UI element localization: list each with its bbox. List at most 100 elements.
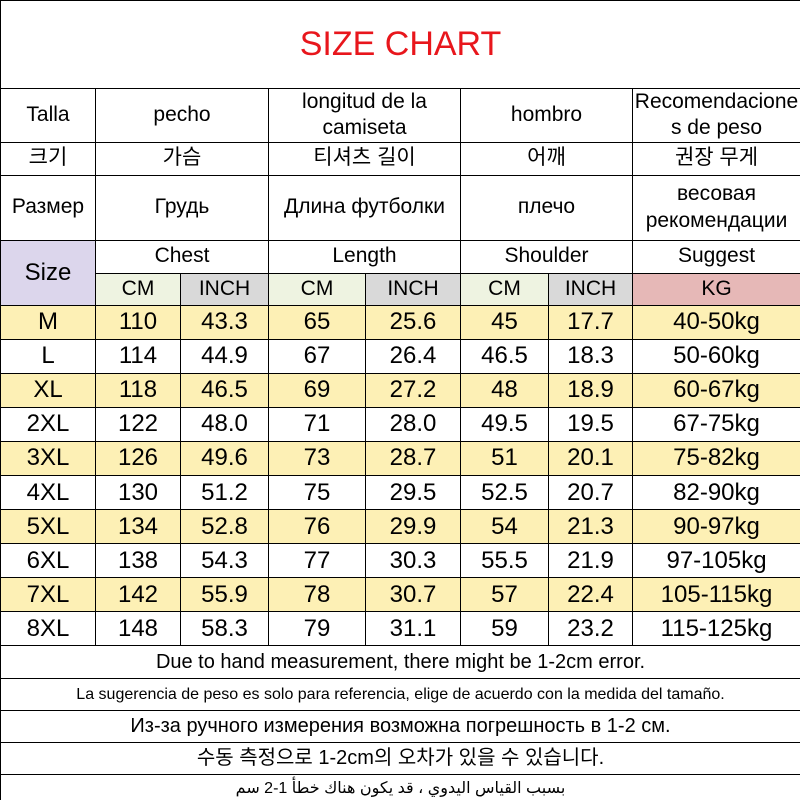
value-cell: 134	[95, 509, 181, 545]
value-cell: 55.5	[460, 543, 549, 579]
value-cell: 30.3	[365, 543, 461, 579]
value-cell: 75-82kg	[631, 440, 800, 476]
value-cell: 54	[460, 509, 549, 545]
value-cell: 114	[95, 338, 181, 374]
group-header: Suggest	[631, 239, 800, 274]
size-cell: 3XL	[0, 440, 96, 476]
value-cell: 73	[268, 440, 366, 476]
header-cell: Recomendaciones de peso	[631, 88, 800, 143]
unit-header: INCH	[180, 272, 269, 306]
table-row: 7XL 142 55.9 78 30.7 57 22.4 105-115kg	[0, 577, 800, 613]
note: 수동 측정으로 1-2cm의 오차가 있을 수 있습니다.	[0, 742, 800, 776]
value-cell: 48.0	[180, 406, 269, 442]
value-cell: 28.0	[365, 406, 461, 442]
value-cell: 25.6	[365, 304, 461, 340]
value-cell: 18.3	[548, 338, 633, 374]
value-cell: 59	[460, 611, 549, 647]
value-cell: 90-97kg	[631, 509, 800, 545]
header-cell: 티셔츠 길이	[268, 141, 461, 176]
value-cell: 58.3	[180, 611, 269, 647]
value-cell: 118	[95, 372, 181, 408]
value-cell: 122	[95, 406, 181, 442]
table-row: Из-за ручного измерения возможна погрешн…	[0, 710, 800, 744]
value-cell: 26.4	[365, 338, 461, 374]
value-cell: 75	[268, 474, 366, 511]
value-cell: 77	[268, 543, 366, 579]
value-cell: 110	[95, 304, 181, 340]
value-cell: 20.7	[548, 474, 633, 511]
size-cell: XL	[0, 372, 96, 408]
value-cell: 126	[95, 440, 181, 476]
value-cell: 148	[95, 611, 181, 647]
value-cell: 65	[268, 304, 366, 340]
value-cell: 71	[268, 406, 366, 442]
table-row: 2XL 122 48.0 71 28.0 49.5 19.5 67-75kg	[0, 406, 800, 442]
size-cell: 7XL	[0, 577, 96, 613]
value-cell: 57	[460, 577, 549, 613]
header-cell: longitud de la camiseta	[268, 88, 461, 143]
value-cell: 130	[95, 474, 181, 511]
header-cell: Talla	[0, 88, 96, 143]
table-row: 수동 측정으로 1-2cm의 오차가 있을 수 있습니다.	[0, 742, 800, 776]
value-cell: 21.3	[548, 509, 633, 545]
value-cell: 138	[95, 543, 181, 579]
value-cell: 17.7	[548, 304, 633, 340]
value-cell: 29.5	[365, 474, 461, 511]
table-row: M 110 43.3 65 25.6 45 17.7 40-50kg	[0, 304, 800, 340]
table-row: Talla pecho longitud de la camiseta hombro R…	[0, 88, 800, 143]
value-cell: 23.2	[548, 611, 633, 647]
value-cell: 79	[268, 611, 366, 647]
size-cell: 4XL	[0, 474, 96, 511]
value-cell: 78	[268, 577, 366, 613]
value-cell: 40-50kg	[631, 304, 800, 340]
group-header: Shoulder	[460, 239, 633, 274]
value-cell: 28.7	[365, 440, 461, 476]
table-row: 크기 가슴 티셔츠 길이 어깨 권장 무게	[0, 141, 800, 176]
value-cell: 115-125kg	[631, 611, 800, 647]
value-cell: 51.2	[180, 474, 269, 511]
size-cell: 2XL	[0, 406, 96, 442]
header-cell: hombro	[460, 88, 633, 143]
group-header: Chest	[95, 239, 269, 274]
value-cell: 31.1	[365, 611, 461, 647]
value-cell: 29.9	[365, 509, 461, 545]
header-cell: 권장 무게	[631, 141, 800, 176]
unit-header: INCH	[548, 272, 633, 306]
value-cell: 30.7	[365, 577, 461, 613]
table-row: XL 118 46.5 69 27.2 48 18.9 60-67kg	[0, 372, 800, 408]
value-cell: 27.2	[365, 372, 461, 408]
value-cell: 67-75kg	[631, 406, 800, 442]
header-cell: Размер	[0, 174, 96, 241]
size-cell: 8XL	[0, 611, 96, 647]
value-cell: 76	[268, 509, 366, 545]
table-row: L 114 44.9 67 26.4 46.5 18.3 50-60kg	[0, 338, 800, 374]
value-cell: 97-105kg	[631, 543, 800, 579]
value-cell: 52.5	[460, 474, 549, 511]
value-cell: 67	[268, 338, 366, 374]
table-row: Размер Грудь Длина футболки плечо весовая ре…	[0, 174, 800, 241]
value-cell: 48	[460, 372, 549, 408]
value-cell: 52.8	[180, 509, 269, 545]
value-cell: 51	[460, 440, 549, 476]
value-cell: 45	[460, 304, 549, 340]
size-header: Size	[0, 239, 96, 306]
size-cell: 5XL	[0, 509, 96, 545]
header-cell: 크기	[0, 141, 96, 176]
size-cell: L	[0, 338, 96, 374]
value-cell: 49.6	[180, 440, 269, 476]
unit-header: INCH	[365, 272, 461, 306]
table-row: CM INCH CM INCH CM INCH KG	[1, 272, 800, 306]
value-cell: 49.5	[460, 406, 549, 442]
header-cell: Грудь	[95, 174, 269, 241]
header-cell: pecho	[95, 88, 269, 143]
table-row: 5XL 134 52.8 76 29.9 54 21.3 90-97kg	[0, 509, 800, 545]
header-cell: плечо	[460, 174, 633, 241]
table-row: 3XL 126 49.6 73 28.7 51 20.1 75-82kg	[0, 440, 800, 476]
size-cell: 6XL	[0, 543, 96, 579]
group-header: Length	[268, 239, 461, 274]
header-cell: весовая рекомендации	[631, 174, 800, 241]
value-cell: 21.9	[548, 543, 633, 579]
value-cell: 44.9	[180, 338, 269, 374]
note: La sugerencia de peso es solo para refer…	[0, 678, 800, 712]
